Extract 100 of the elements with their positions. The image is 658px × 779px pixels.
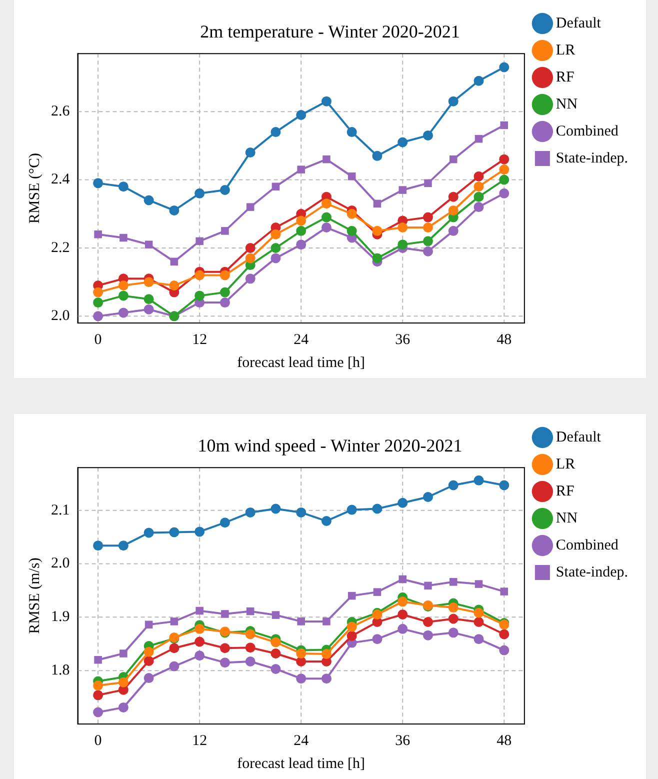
point	[94, 656, 102, 664]
point	[372, 634, 382, 644]
point	[346, 504, 357, 515]
x-tick-label: 36	[395, 732, 411, 749]
point	[118, 540, 128, 551]
y-tick-label: 2.0	[51, 308, 70, 324]
point	[424, 179, 432, 188]
point	[270, 242, 281, 253]
point	[346, 622, 357, 632]
point	[499, 62, 510, 72]
point	[169, 280, 180, 290]
point	[398, 624, 408, 634]
point	[398, 222, 408, 233]
point	[118, 280, 128, 290]
point	[270, 127, 281, 138]
y-tick-label: 2.2	[51, 240, 70, 256]
point	[296, 674, 306, 684]
point	[422, 222, 433, 233]
y-tick-label: 2.0	[51, 556, 70, 572]
point	[398, 240, 408, 250]
point	[449, 155, 458, 164]
point	[322, 155, 330, 164]
point	[398, 609, 408, 620]
point	[499, 174, 510, 185]
point	[499, 645, 510, 656]
point	[321, 649, 332, 660]
legend-label: Default	[556, 429, 602, 446]
point	[448, 192, 458, 202]
point	[169, 643, 180, 654]
point	[474, 616, 484, 627]
x-tick-label: 24	[294, 732, 310, 749]
legend-label: RF	[556, 483, 574, 500]
point	[296, 216, 306, 226]
point	[348, 592, 356, 600]
point	[297, 166, 305, 174]
y-tick-label: 2.6	[51, 104, 70, 120]
point	[448, 96, 458, 106]
point	[398, 498, 408, 508]
point	[144, 646, 154, 657]
point	[118, 290, 128, 301]
point	[169, 205, 180, 216]
legend-label: State-indep.	[556, 150, 628, 166]
y-axis-title: RMSE (m/s)	[26, 558, 43, 634]
point	[94, 230, 102, 238]
legend-label: LR	[556, 456, 576, 472]
point	[448, 602, 458, 613]
point	[245, 642, 256, 653]
x-tick-label: 0	[94, 332, 102, 348]
point	[245, 253, 256, 264]
point	[270, 253, 281, 264]
y-tick-label: 1.8	[51, 662, 70, 679]
legend-label: State-indep.	[556, 564, 628, 580]
point	[220, 643, 230, 654]
point	[448, 628, 458, 638]
point	[144, 620, 153, 629]
point	[296, 226, 306, 236]
point	[321, 674, 332, 684]
point	[245, 656, 256, 667]
point	[144, 195, 154, 206]
point	[372, 253, 382, 264]
point	[372, 504, 382, 514]
point	[422, 212, 433, 222]
point	[474, 76, 484, 86]
point	[398, 137, 408, 148]
point	[245, 242, 256, 253]
point	[321, 96, 332, 106]
point	[93, 178, 104, 188]
point	[170, 618, 178, 626]
x-tick-label: 0	[94, 732, 102, 749]
point	[245, 274, 256, 284]
point	[93, 298, 104, 308]
point	[499, 629, 510, 640]
x-axis-title: forecast lead time [h]	[237, 354, 366, 371]
point	[194, 624, 205, 634]
point	[194, 290, 205, 301]
legend-label: LR	[556, 42, 576, 58]
point	[246, 607, 254, 616]
point	[196, 237, 204, 246]
point	[220, 185, 230, 196]
point	[144, 656, 154, 666]
legend-label: Combined	[556, 123, 619, 140]
point	[296, 240, 306, 250]
point	[422, 246, 433, 256]
point	[296, 110, 306, 120]
point	[499, 164, 510, 175]
x-axis-title: forecast lead time [h]	[237, 756, 366, 772]
legend-label: NN	[556, 96, 578, 112]
point	[424, 582, 432, 590]
point	[449, 578, 458, 586]
point	[220, 287, 230, 298]
point	[118, 182, 128, 192]
point	[120, 234, 128, 242]
point	[118, 702, 128, 712]
point	[144, 294, 154, 304]
point	[194, 636, 205, 647]
legend-label: NN	[556, 510, 578, 526]
point	[93, 707, 104, 718]
point	[93, 287, 104, 298]
point	[118, 308, 128, 318]
x-tick-label: 48	[496, 732, 512, 749]
